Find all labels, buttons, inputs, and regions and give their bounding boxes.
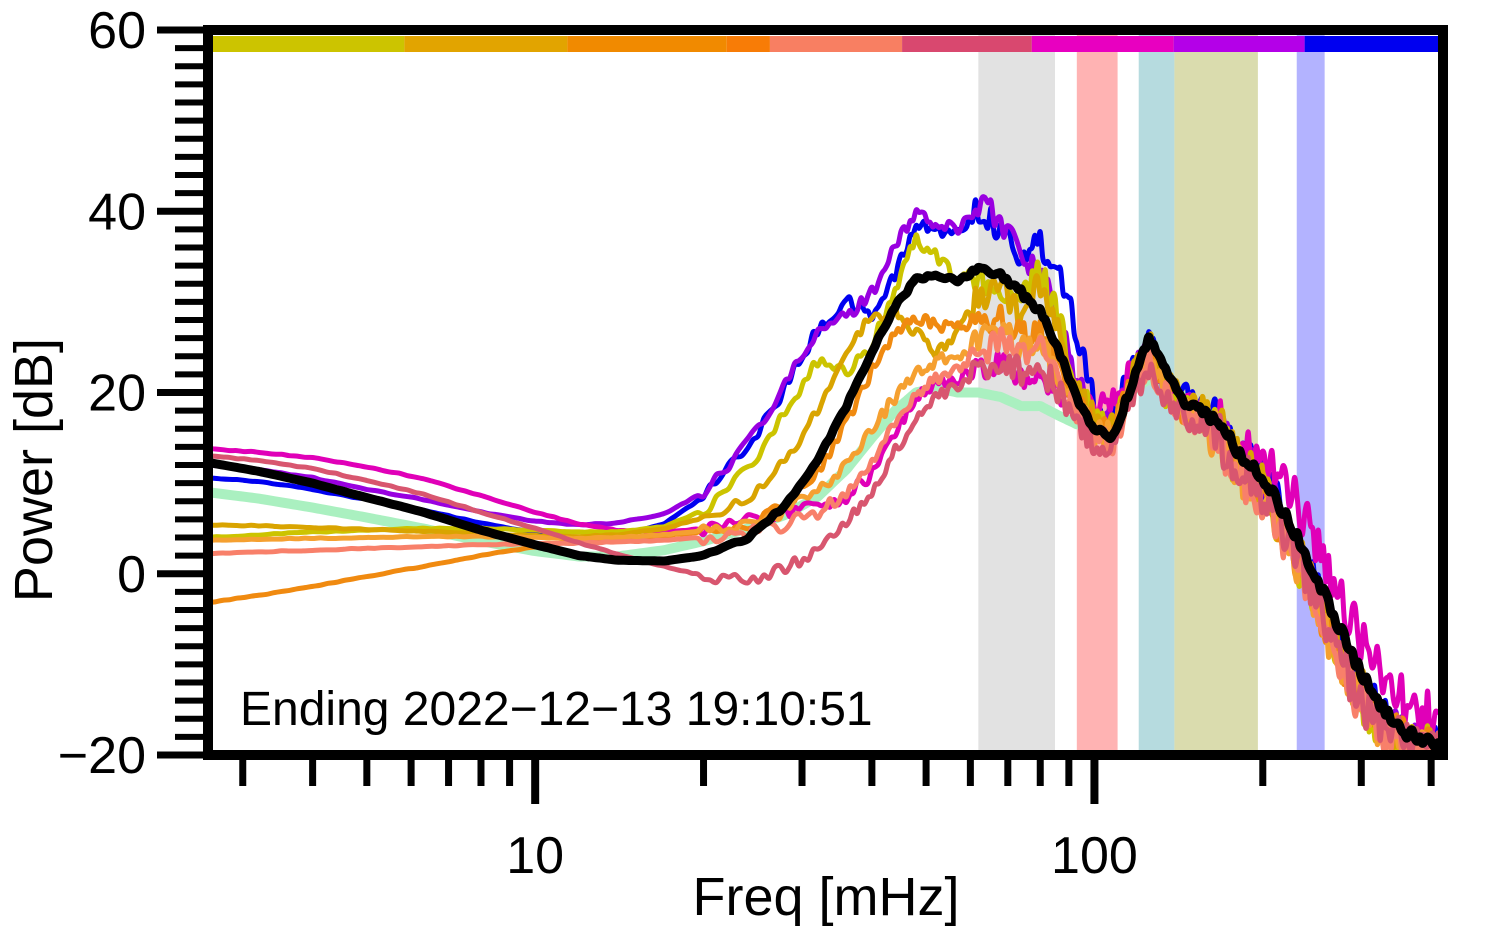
top-color-bar [208, 36, 1443, 52]
colorbar-segment-4 [769, 36, 903, 52]
band-lavender [1296, 30, 1325, 755]
colorbar-segment-3 [726, 36, 770, 52]
curve-curve-rose [205, 353, 1446, 756]
frame-edge-2 [203, 25, 213, 760]
curve-curve-magenta [205, 338, 1446, 742]
frame-edge-1 [203, 750, 1448, 760]
curve-mean [203, 262, 1448, 755]
y-tick-label: 60 [88, 2, 146, 60]
spectrum-curves [203, 194, 1448, 759]
colorbar-segment-5 [902, 36, 1032, 52]
colorbar-segment-6 [1031, 36, 1174, 52]
x-axis-tick-labels: 10 100 [506, 827, 1138, 885]
annotation-ending-timestamp: Ending 2022−12−13 19:10:51 [240, 683, 873, 736]
y-axis-ticks [157, 26, 203, 759]
plot-frame [203, 25, 1448, 760]
y-tick-label: 0 [117, 546, 146, 604]
x-tick-label: 100 [1051, 827, 1138, 885]
colorbar-segment-0 [208, 36, 405, 52]
colorbar-segment-7 [1173, 36, 1305, 52]
y-tick-label: 20 [88, 365, 146, 423]
x-axis-ticks [239, 760, 1435, 804]
colorbar-segment-2 [567, 36, 727, 52]
y-axis-tick-labels: −20 0 20 40 60 [58, 2, 146, 785]
colorbar-segment-8 [1304, 36, 1443, 52]
y-axis-label: Power [dB] [4, 338, 64, 602]
x-tick-label: 10 [506, 827, 564, 885]
y-tick-label: −20 [58, 727, 146, 785]
frame-edge-3 [1438, 25, 1448, 760]
x-axis-label: Freq [mHz] [692, 867, 959, 927]
colorbar-segment-1 [404, 36, 568, 52]
frame-edge-0 [203, 25, 1448, 35]
y-tick-label: 40 [88, 183, 146, 241]
